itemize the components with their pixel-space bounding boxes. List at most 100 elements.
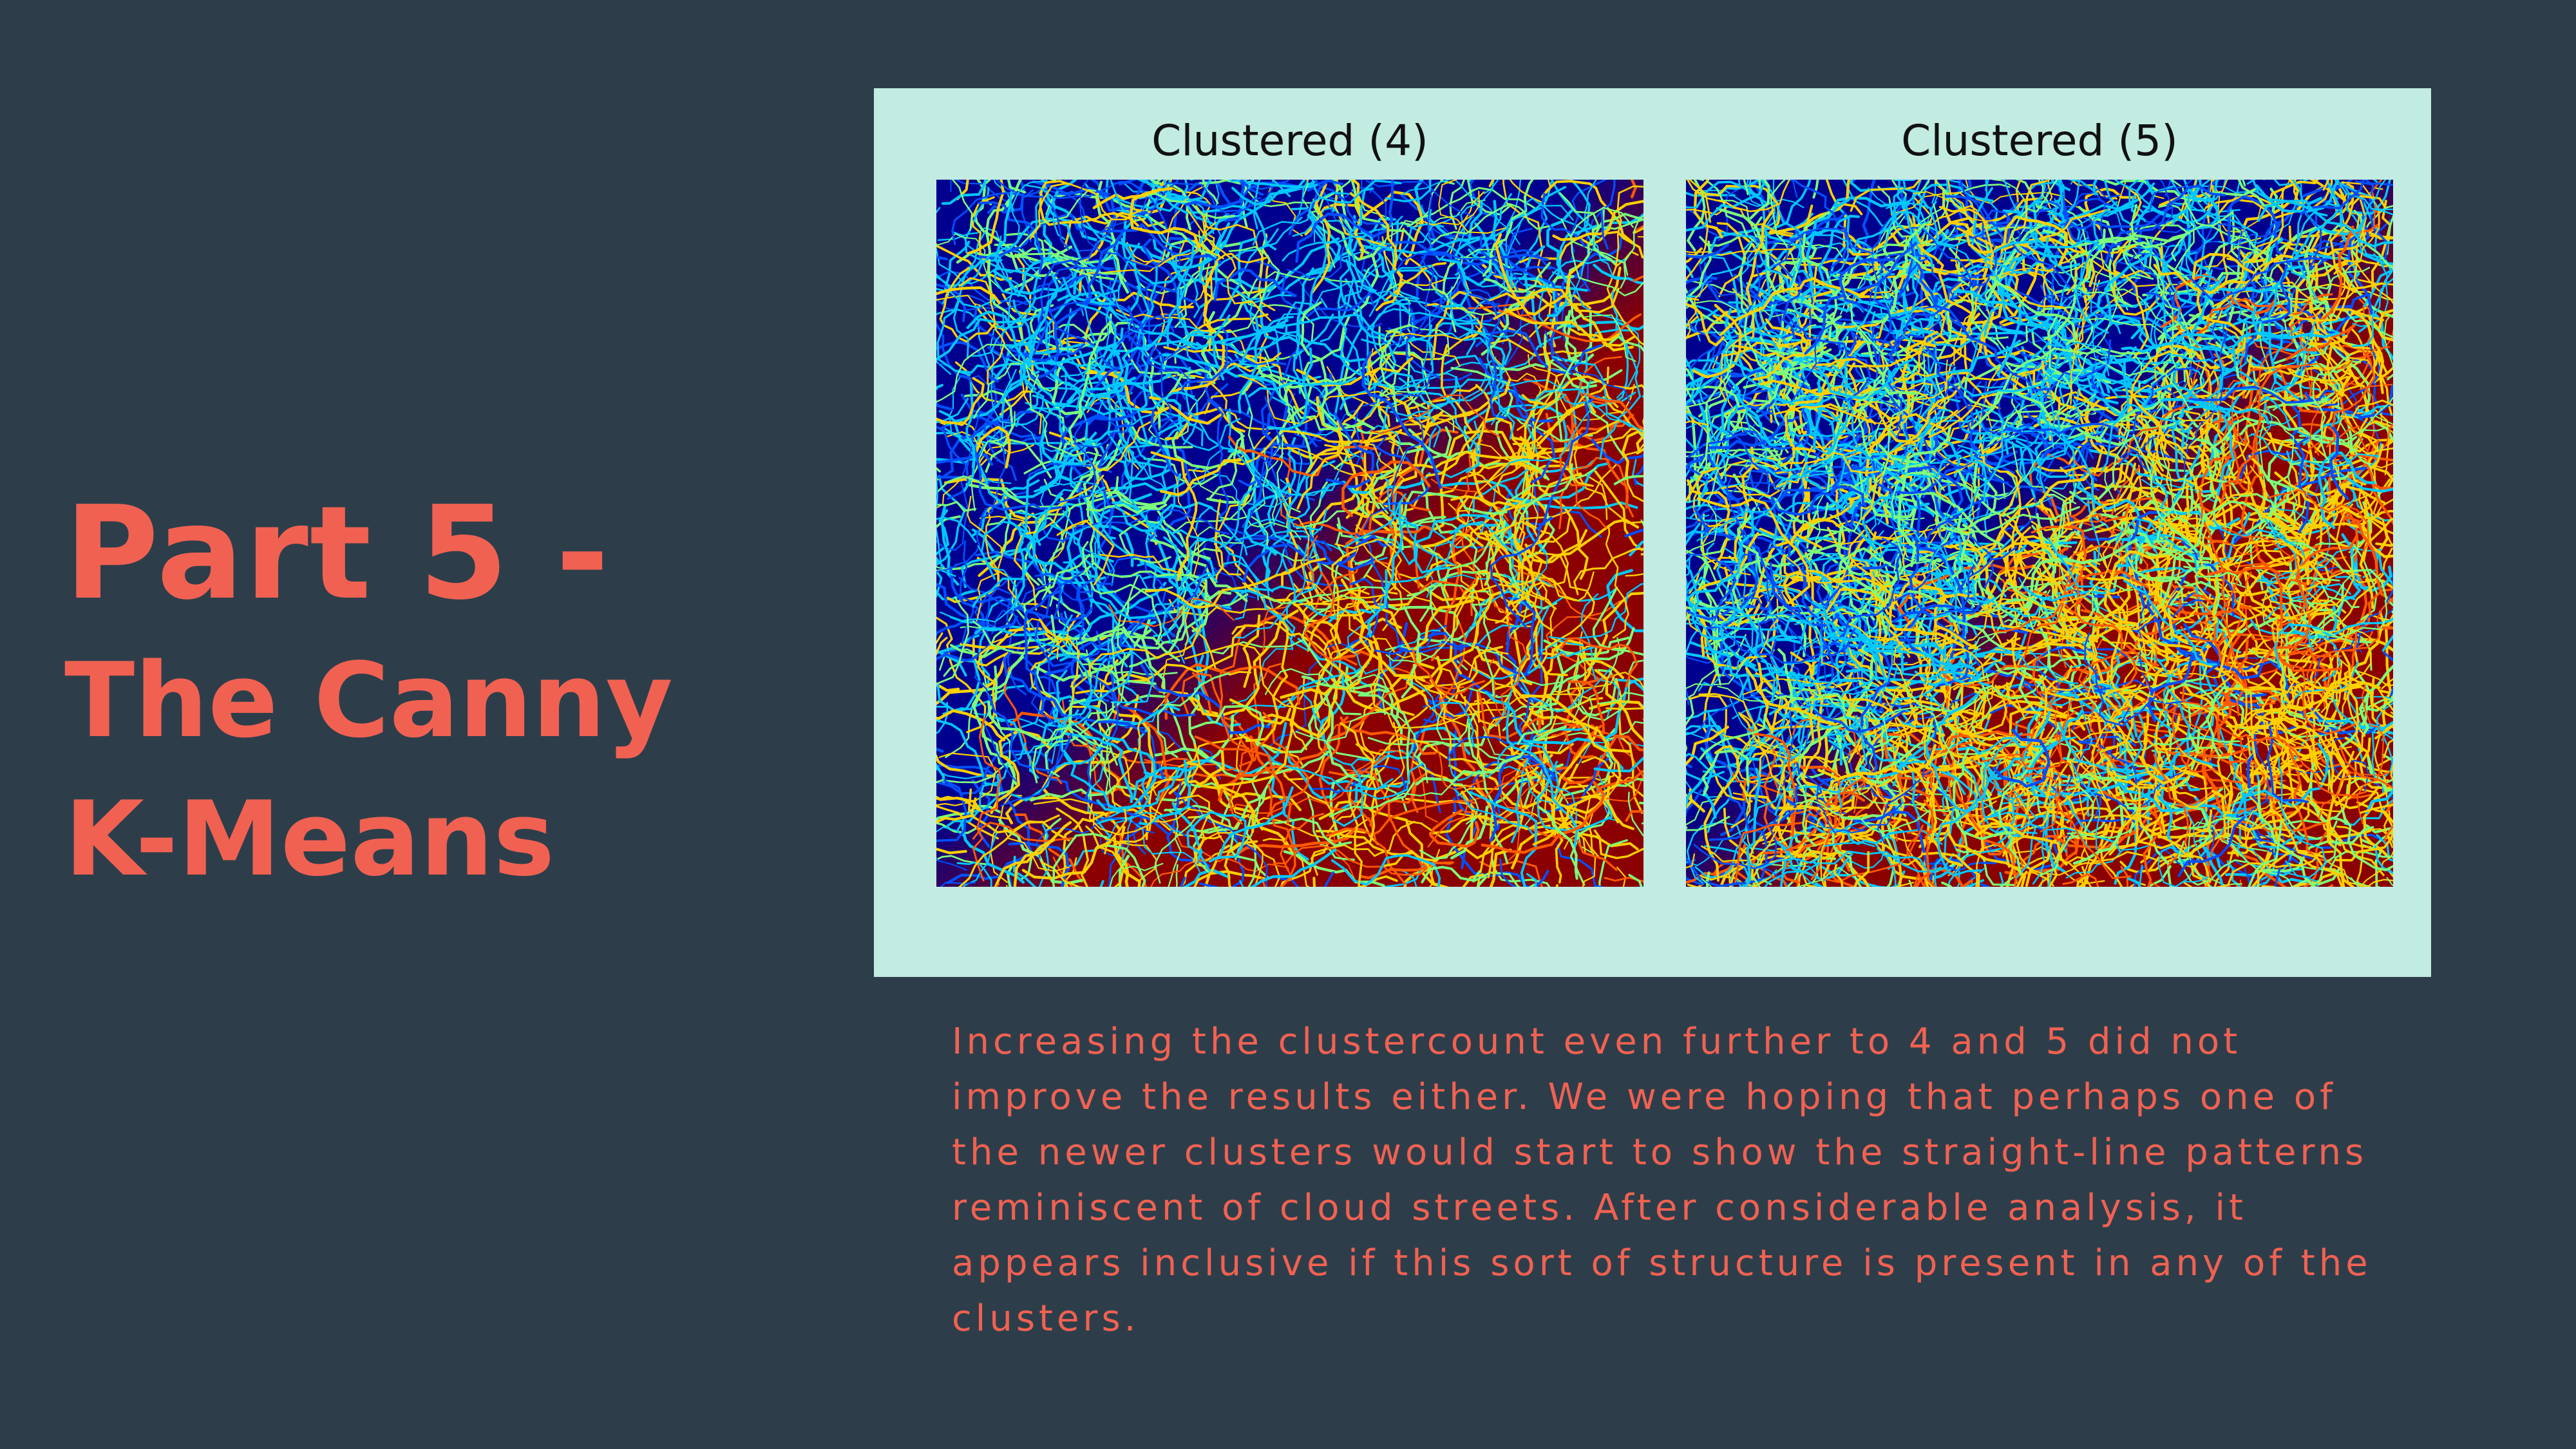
edge-stroke [1926,612,1952,687]
edge-stroke [1929,496,2054,569]
edge-stroke [1774,666,1888,695]
edge-stroke [936,516,977,544]
edge-stroke [941,180,987,205]
edge-stroke [1499,755,1535,817]
edge-stroke [1621,429,1643,480]
edge-stroke [1220,521,1345,587]
edge-stroke [2268,283,2278,384]
edge-stroke [940,604,1019,623]
edge-stroke [936,596,969,685]
edge-stroke [1739,783,1852,810]
edge-stroke [1600,180,1616,250]
edge-stroke [1962,553,2016,618]
edge-stroke [2141,604,2271,678]
edge-stroke [1938,205,1994,258]
edge-stroke [1881,378,1938,474]
edge-stroke [1047,582,1085,694]
edge-stroke [1904,545,1965,659]
edge-stroke [1786,556,1862,583]
edge-stroke [1511,820,1591,869]
edge-stroke [1468,791,1538,887]
edge-stroke [1086,317,1173,408]
edge-stroke [1417,322,1530,396]
edge-stroke [1707,368,1782,411]
edge-stroke [995,180,1069,250]
edge-stroke [1430,598,1562,687]
edge-stroke [2105,422,2130,490]
edge-stroke [1511,685,1631,753]
edge-stroke [1714,199,1857,269]
edge-stroke [936,826,967,839]
edge-stroke [2362,753,2393,850]
edge-stroke [1276,376,1301,513]
edge-stroke [1812,370,1891,451]
edge-stroke [1980,381,2047,452]
edge-stroke [971,479,1040,537]
edge-stroke [1054,444,1172,494]
edge-stroke [1214,498,1224,583]
edge-stroke [1824,734,1856,804]
edge-stroke [1244,482,1291,556]
edge-stroke [1814,629,1905,738]
edge-stroke [2028,328,2110,377]
edge-stroke [1704,845,1750,887]
edge-stroke [1481,781,1605,854]
edge-stroke [1749,435,1848,471]
edge-stroke [1144,516,1168,618]
edge-stroke [1891,803,1905,887]
edge-stroke [1686,308,1733,406]
edge-stroke [974,676,1018,782]
edge-stroke [1687,430,1803,459]
edge-stroke [1757,688,1856,746]
edge-stroke [1551,228,1624,318]
edge-stroke [1599,327,1642,460]
edge-stroke [1940,506,2080,536]
edge-stroke [1356,533,1447,652]
edge-stroke [1108,693,1183,724]
edge-stroke [1166,445,1191,531]
edge-stroke [1888,240,1915,314]
edge-stroke [2274,786,2372,849]
edge-stroke [2217,562,2289,678]
edge-stroke [1449,576,1480,675]
edge-stroke [2208,540,2308,630]
edge-stroke [1412,649,1486,696]
edge-stroke [2363,725,2393,735]
edge-stroke [1063,857,1077,887]
edge-stroke [1155,813,1215,884]
edge-stroke [1604,876,1643,883]
edge-stroke [1363,416,1424,529]
edge-stroke [2261,264,2291,324]
edge-stroke [2106,550,2172,654]
edge-stroke [2061,303,2119,404]
edge-stroke [1062,509,1230,544]
edge-stroke [1427,420,1481,478]
edge-stroke [2047,200,2123,249]
edge-stroke [1149,180,1208,204]
edge-stroke [1383,262,1447,302]
edge-stroke [1039,480,1115,586]
edge-stroke [1902,229,1949,344]
edge-stroke [1965,215,2069,267]
edge-stroke [2055,789,2132,879]
edge-stroke [994,254,1041,312]
edge-stroke [1463,337,1515,440]
edge-stroke [2311,283,2393,317]
edge-stroke [2039,488,2087,609]
edge-stroke [1559,637,1638,688]
edge-stroke [990,618,1059,659]
edge-stroke [2084,632,2156,727]
edge-stroke [1234,354,1321,382]
edge-stroke [1961,879,1985,887]
edge-stroke [1198,180,1255,185]
edge-stroke [2211,851,2251,887]
edge-stroke [1520,667,1612,713]
edge-stroke [1011,466,1055,610]
edge-stroke [2032,802,2052,885]
edge-stroke [1720,231,1810,319]
edge-stroke [1358,694,1411,784]
edge-stroke [1082,575,1139,727]
edge-stroke [1012,299,1032,386]
edge-stroke [1976,325,2084,374]
edge-stroke [1776,451,1880,488]
